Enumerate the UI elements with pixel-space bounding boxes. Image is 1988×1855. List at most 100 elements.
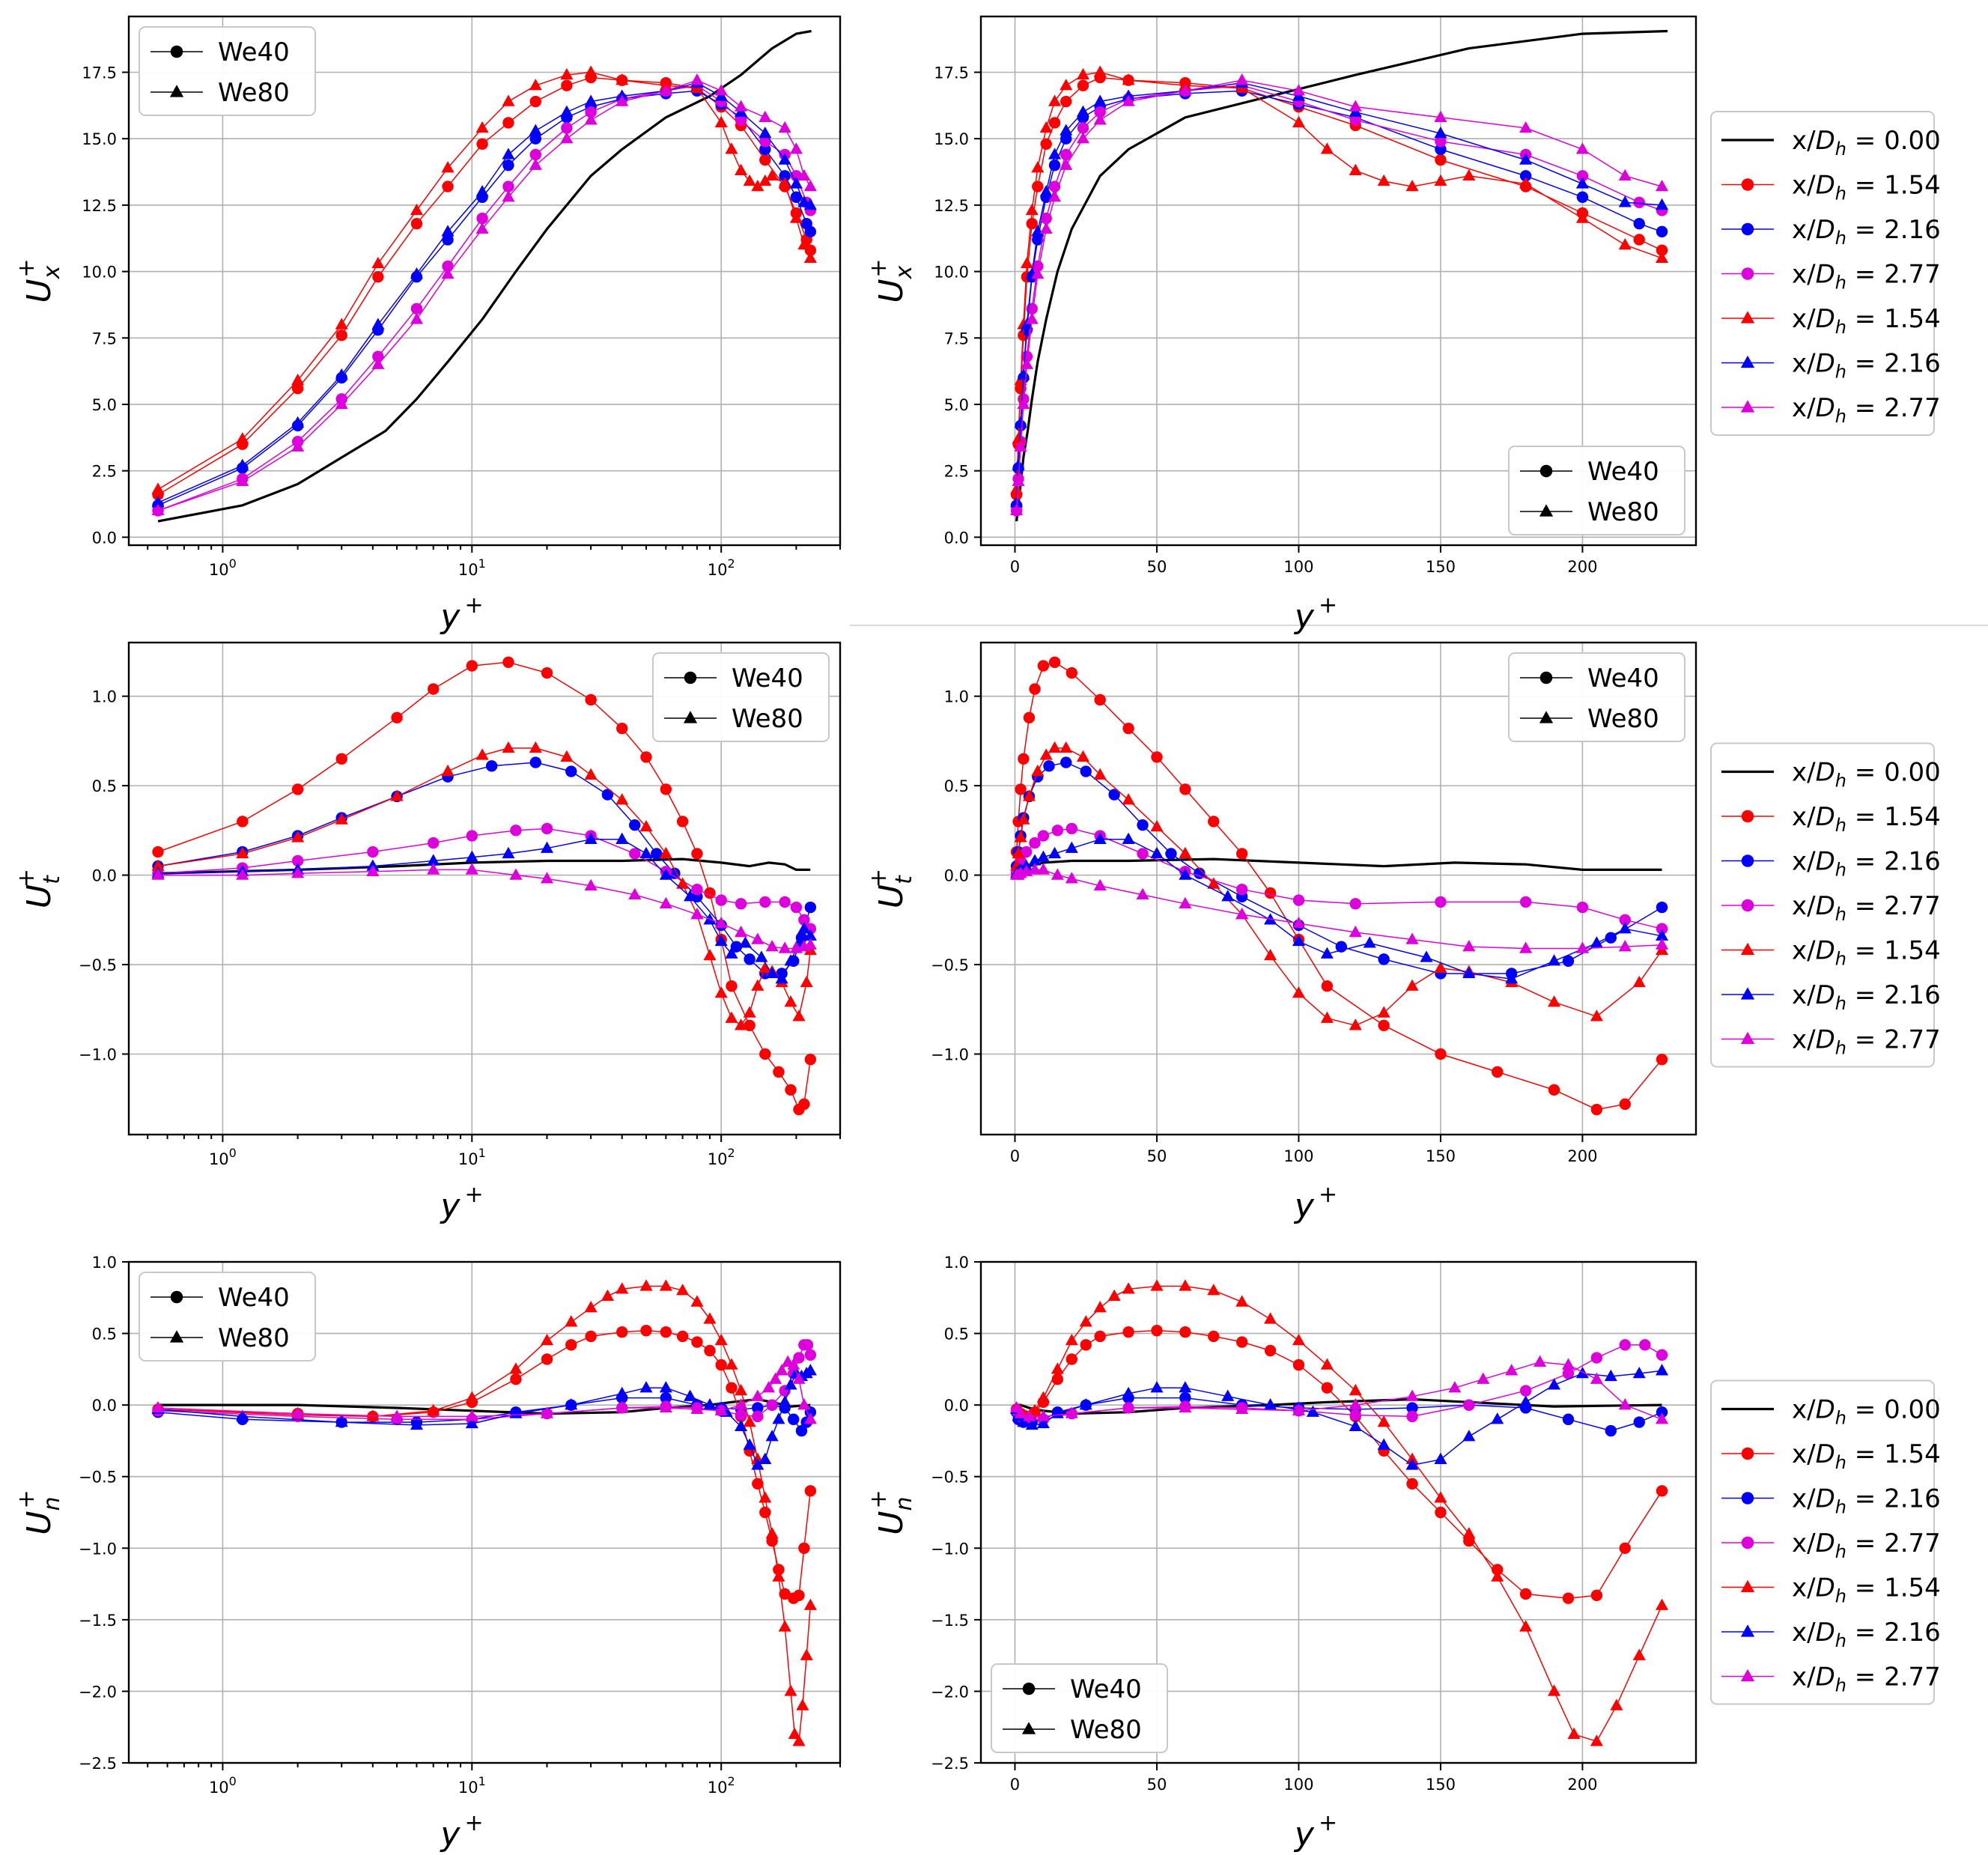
y-axis-label: Ut+ xyxy=(13,869,65,908)
data-point-x154_we80 xyxy=(1028,1403,1042,1415)
data-point-x277_we80 xyxy=(1349,925,1362,938)
data-point-x277_we40 xyxy=(1020,845,1033,858)
location-legend-label-x277_we40: x/Dh = 2.77 xyxy=(1792,1528,1941,1562)
data-point-x216_we80 xyxy=(1292,934,1305,947)
data-point-x277_we40 xyxy=(779,896,791,908)
data-point-x277_we40 xyxy=(801,1339,814,1351)
data-point-x216_we80 xyxy=(1179,1381,1192,1393)
data-point-x154_we40 xyxy=(744,1019,756,1031)
data-point-x277_we80 xyxy=(1093,878,1107,891)
data-point-x154_we40 xyxy=(804,1485,817,1497)
data-point-x277_we40 xyxy=(541,822,553,835)
data-point-x216_we40 xyxy=(1032,234,1044,246)
data-point-x216_we80 xyxy=(410,1418,423,1430)
data-point-x277_we40 xyxy=(1094,106,1106,118)
data-point-x154_we80 xyxy=(1590,1010,1603,1021)
data-point-x277_we40 xyxy=(585,106,597,118)
data-point-x277_we80 xyxy=(1065,1406,1078,1418)
data-point-x154_we80 xyxy=(743,174,756,186)
series-x154_we40 xyxy=(152,71,817,501)
location-legend: x/Dh = 0.00 x/Dh = 1.54 x/Dh = 2.16 x/Dh = … xyxy=(1710,1379,1941,1705)
series-line-baseline xyxy=(157,857,811,875)
location-legend-frame xyxy=(1710,742,1935,1068)
data-point-x154_we80 xyxy=(797,237,811,250)
data-point-x154_we40 xyxy=(640,1325,652,1337)
data-point-x154_we80 xyxy=(714,115,728,128)
data-point-x216_we80 xyxy=(725,947,738,959)
data-point-x154_we40 xyxy=(1066,1353,1077,1365)
data-point-x216_we40 xyxy=(1043,760,1055,772)
data-point-x216_we80 xyxy=(803,1364,817,1376)
data-point-x216_we80 xyxy=(1306,1405,1319,1417)
y-tick-label: −1.0 xyxy=(79,1540,117,1558)
data-point-x154_we80 xyxy=(601,1289,614,1302)
data-point-x277_we80 xyxy=(1618,1398,1632,1410)
x-tick-label: 200 xyxy=(1567,1776,1597,1794)
data-point-x277_we80 xyxy=(1519,941,1533,953)
data-point-x277_we80 xyxy=(1349,1398,1362,1410)
location-legend: x/Dh = 0.00 x/Dh = 1.54 x/Dh = 2.16 x/Dh = … xyxy=(1710,111,1941,436)
data-point-x154_we40 xyxy=(798,1542,810,1554)
location-legend-label-x216_we80: x/Dh = 2.16 xyxy=(1792,1618,1941,1651)
location-legend-label-x154_we40: x/Dh = 1.54 xyxy=(1792,1439,1941,1473)
data-point-x154_we80 xyxy=(639,819,653,832)
data-point-x154_we80 xyxy=(1590,1734,1603,1746)
data-point-x277_we40 xyxy=(466,830,478,842)
data-point-x277_we40 xyxy=(372,350,384,362)
data-point-x154_we80 xyxy=(743,1006,756,1018)
data-point-x154_we80 xyxy=(1076,750,1089,762)
we-legend-label-we40: We40 xyxy=(1070,1675,1142,1704)
data-point-x154_we40 xyxy=(785,1084,797,1096)
data-point-x216_we80 xyxy=(1618,922,1632,934)
data-point-x216_we80 xyxy=(540,841,554,853)
location-legend-label-x216_we40: x/Dh = 2.16 xyxy=(1792,1484,1941,1518)
x-tick-label: 0 xyxy=(1010,1147,1020,1165)
data-point-x216_we80 xyxy=(751,1458,765,1470)
data-point-x154_we80 xyxy=(792,1734,806,1746)
series-x277_we80 xyxy=(151,863,817,953)
data-point-x277_we40 xyxy=(735,898,747,910)
data-point-x154_we40 xyxy=(640,751,652,763)
series-x277_we80 xyxy=(151,73,817,516)
data-point-x277_we40 xyxy=(1633,196,1645,209)
data-point-x216_we40 xyxy=(1633,1416,1645,1428)
data-point-x277_we40 xyxy=(1576,901,1589,914)
data-point-x154_we80 xyxy=(560,67,574,80)
data-point-x154_we40 xyxy=(1656,244,1668,256)
location-legend-marker-x277_we40 xyxy=(1741,1536,1754,1549)
data-point-x277_we80 xyxy=(560,132,574,144)
data-point-x216_we40 xyxy=(1179,1391,1191,1404)
data-point-x216_we40 xyxy=(1562,1413,1575,1425)
series-x216_we80 xyxy=(151,76,817,508)
y-tick-label: −2.5 xyxy=(79,1755,117,1773)
data-point-x154_we40 xyxy=(773,1066,785,1078)
data-point-x154_we80 xyxy=(1349,1018,1362,1030)
data-point-x277_we80 xyxy=(465,1409,478,1421)
series-baseline xyxy=(1015,29,1668,522)
series-line-x277_we40 xyxy=(157,85,811,511)
data-point-x154_we80 xyxy=(1547,995,1561,1007)
data-point-x277_we80 xyxy=(1179,84,1192,96)
series-x277_we40 xyxy=(152,822,817,935)
data-point-x154_we80 xyxy=(1632,975,1646,988)
data-point-x154_we80 xyxy=(441,161,455,173)
data-point-x154_we40 xyxy=(541,667,553,679)
data-point-x154_we80 xyxy=(735,1383,748,1396)
data-point-x154_we40 xyxy=(529,95,541,108)
x-tick-label: 100 xyxy=(209,556,237,579)
y-tick-label: 2.5 xyxy=(944,463,969,481)
data-point-x154_we80 xyxy=(703,948,717,961)
data-point-x216_we80 xyxy=(684,1389,697,1401)
we-legend-frame xyxy=(991,1663,1168,1753)
data-point-x277_we40 xyxy=(1519,1385,1532,1397)
data-point-x154_we80 xyxy=(1039,121,1053,133)
data-point-x154_we80 xyxy=(759,174,772,186)
location-legend-label-x277_we40: x/Dh = 2.77 xyxy=(1792,891,1941,925)
location-legend-label-x154_we40: x/Dh = 1.54 xyxy=(1792,802,1941,836)
data-point-x154_we80 xyxy=(1010,482,1024,494)
data-point-x154_we40 xyxy=(1122,1326,1134,1338)
data-point-x154_we40 xyxy=(335,753,347,765)
data-point-x277_we80 xyxy=(371,357,385,369)
data-point-x216_we40 xyxy=(529,133,541,145)
